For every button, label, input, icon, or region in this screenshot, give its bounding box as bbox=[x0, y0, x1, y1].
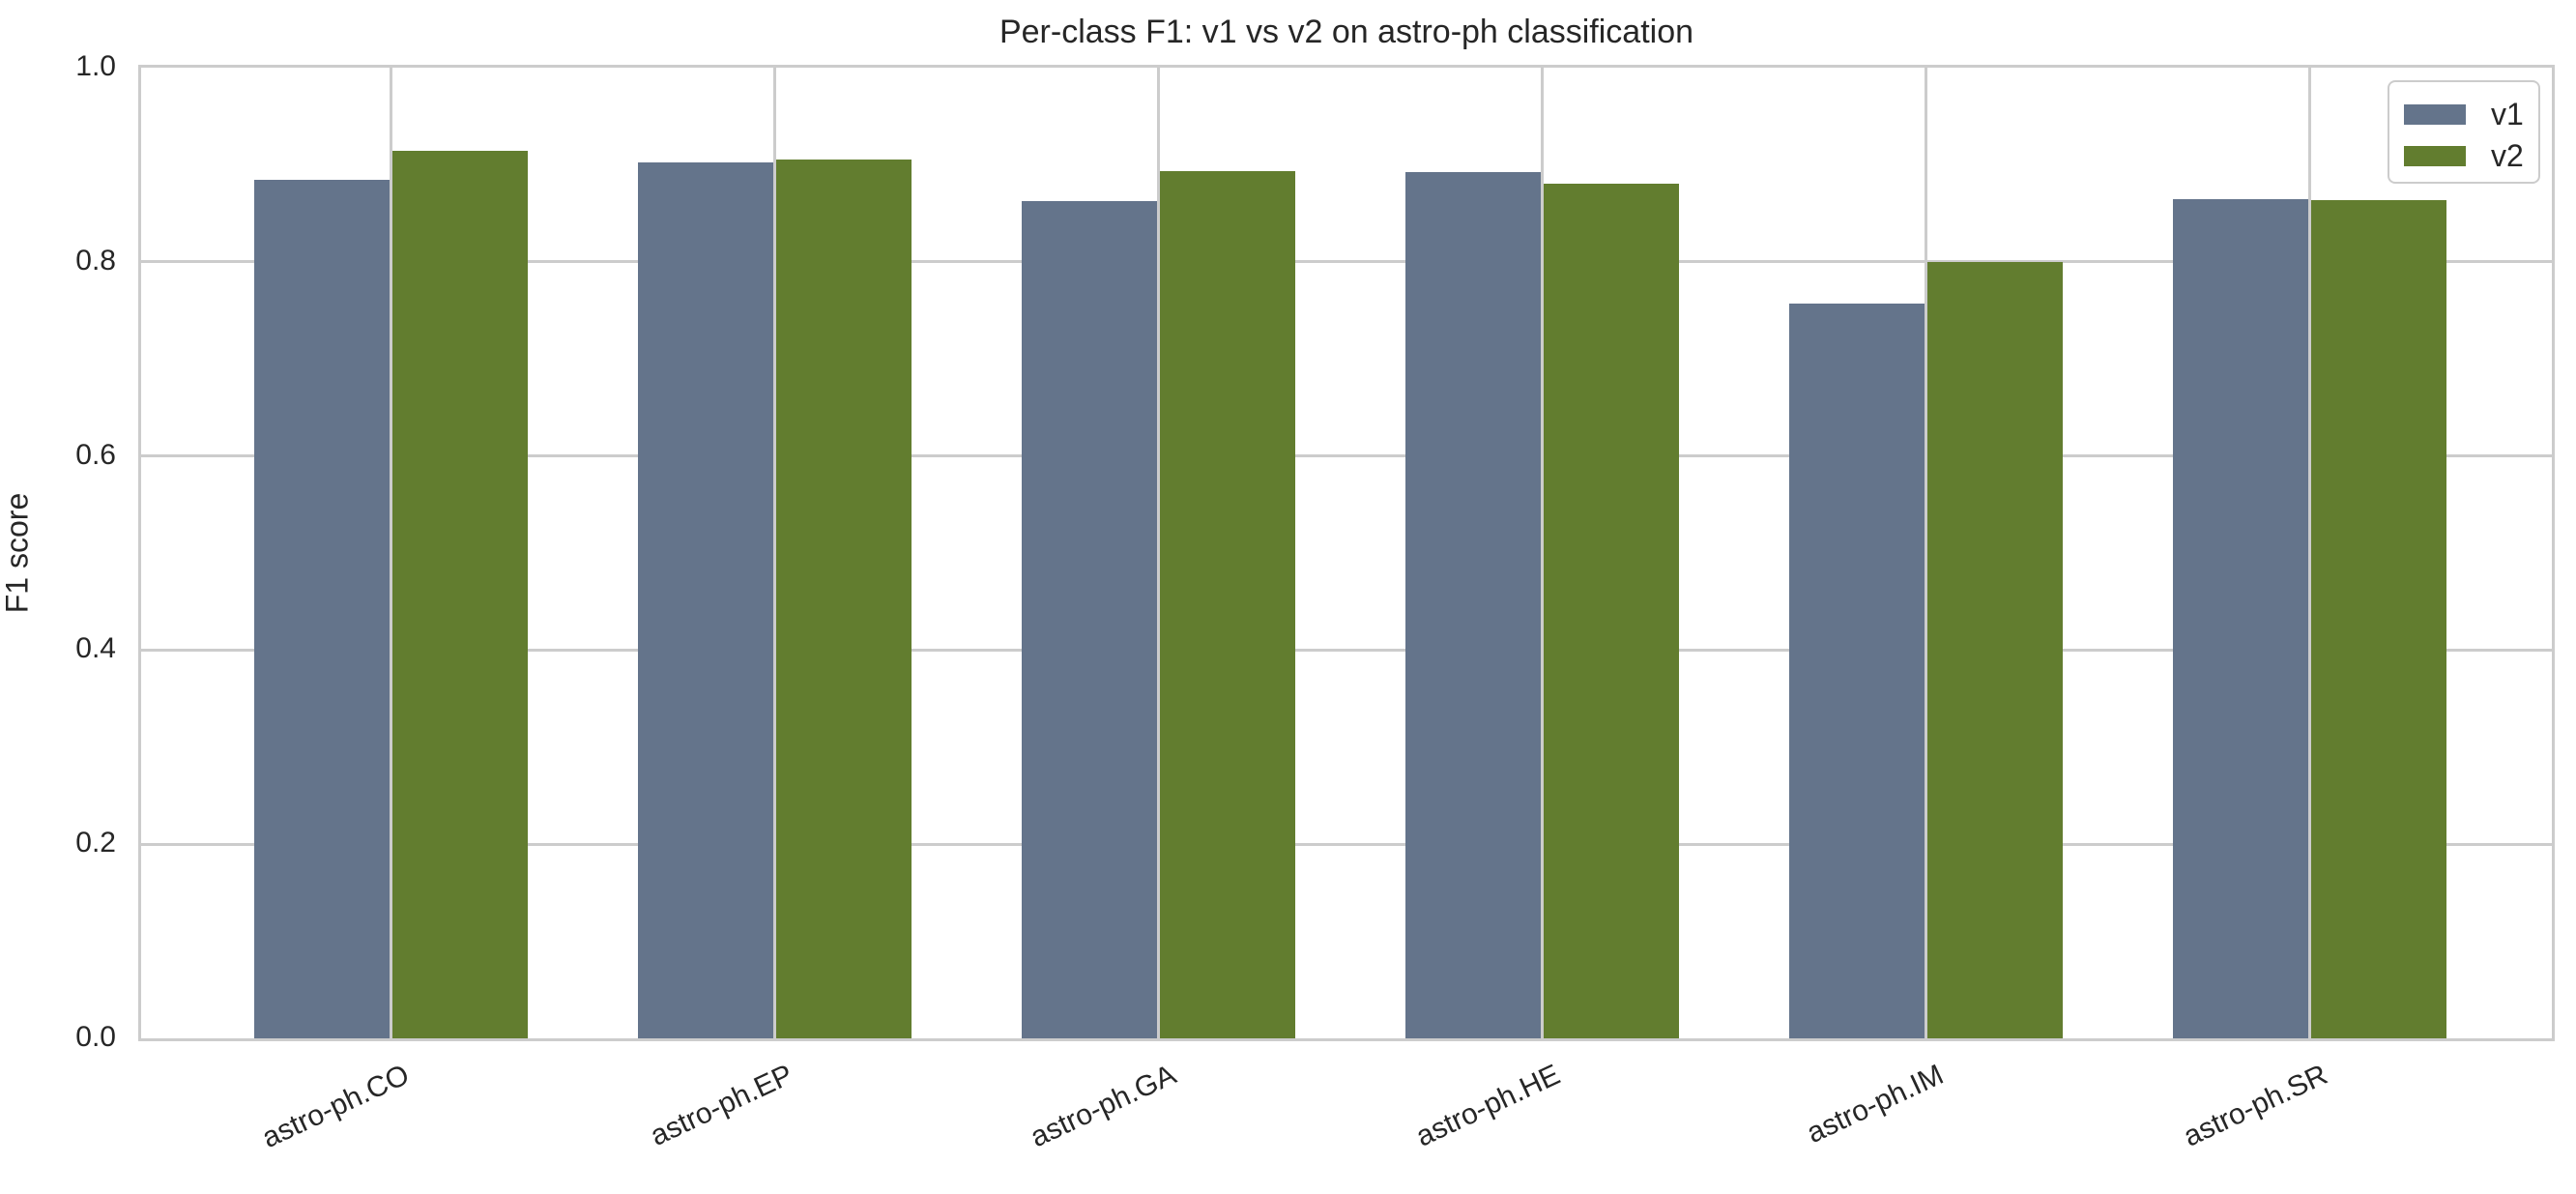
bar-v1-astro-ph.CO bbox=[253, 180, 390, 1038]
y-axis-label: F1 score bbox=[0, 492, 35, 614]
gridline-vertical bbox=[772, 68, 776, 1038]
gridline-vertical bbox=[2307, 68, 2311, 1038]
bar-v1-astro-ph.SR bbox=[2172, 198, 2308, 1038]
bar-v1-astro-ph.HE bbox=[1404, 172, 1541, 1038]
bar-v2-astro-ph.SR bbox=[2310, 199, 2446, 1038]
y-tick-label: 0.4 bbox=[75, 632, 116, 665]
x-tick-label: astro-ph.HE bbox=[1410, 1059, 1565, 1153]
bar-v1-astro-ph.IM bbox=[1788, 303, 1925, 1038]
legend-item-v1: v1 bbox=[2404, 95, 2524, 133]
y-tick-label: 1.0 bbox=[75, 50, 116, 82]
gridline-vertical bbox=[389, 68, 392, 1038]
y-tick-label: 0.0 bbox=[75, 1021, 116, 1053]
gridline-horizontal bbox=[141, 842, 2552, 846]
gridline-horizontal bbox=[141, 260, 2552, 264]
bar-v1-astro-ph.EP bbox=[637, 162, 773, 1038]
bar-v2-astro-ph.HE bbox=[1543, 184, 1679, 1038]
legend-swatch-v2 bbox=[2404, 145, 2466, 166]
legend-item-v2: v2 bbox=[2404, 136, 2524, 175]
gridline-vertical bbox=[1156, 68, 1160, 1038]
gridline-horizontal bbox=[141, 648, 2552, 652]
gridline-vertical bbox=[1540, 68, 1544, 1038]
plot-area bbox=[138, 65, 2555, 1041]
x-tick-label: astro-ph.CO bbox=[256, 1059, 414, 1154]
bar-v2-astro-ph.GA bbox=[1159, 171, 1295, 1038]
bar-v2-astro-ph.EP bbox=[775, 160, 912, 1038]
gridline-horizontal bbox=[141, 454, 2552, 458]
y-tick-label: 0.2 bbox=[75, 827, 116, 859]
x-tick-label: astro-ph.GA bbox=[1026, 1059, 1181, 1154]
chart-title: Per-class F1: v1 vs v2 on astro-ph class… bbox=[999, 14, 1694, 50]
legend-swatch-v1 bbox=[2404, 103, 2466, 125]
bar-v2-astro-ph.IM bbox=[1926, 261, 2063, 1038]
legend-label-v1: v1 bbox=[2491, 96, 2524, 131]
y-tick-label: 0.6 bbox=[75, 438, 116, 471]
y-tick-label: 0.8 bbox=[75, 244, 116, 277]
legend-label-v2: v2 bbox=[2491, 137, 2524, 173]
bar-v1-astro-ph.GA bbox=[1021, 200, 1157, 1038]
x-tick-label: astro-ph.IM bbox=[1802, 1059, 1949, 1150]
x-tick-label: astro-ph.SR bbox=[2178, 1059, 2332, 1153]
bar-v2-astro-ph.CO bbox=[391, 151, 528, 1038]
legend: v1 v2 bbox=[2388, 80, 2540, 184]
x-tick-label: astro-ph.EP bbox=[645, 1059, 797, 1152]
gridline-vertical bbox=[1924, 68, 1927, 1038]
